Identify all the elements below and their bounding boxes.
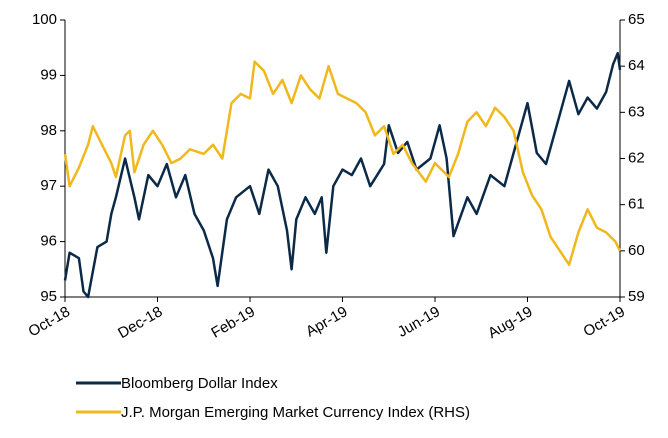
legend-label: J.P. Morgan Emerging Market Currency Ind… bbox=[121, 404, 470, 421]
series-line bbox=[63, 51, 622, 299]
y2-tick-label: 62 bbox=[628, 149, 645, 166]
y-tick-label: 99 bbox=[40, 66, 57, 83]
x-tick-label: Aug-19 bbox=[485, 303, 535, 342]
legend-label: Bloomberg Dollar Index bbox=[121, 375, 278, 392]
x-tick-label: Oct-19 bbox=[580, 303, 627, 340]
y2-tick-label: 63 bbox=[628, 103, 645, 120]
y-tick-label: 98 bbox=[40, 122, 57, 139]
x-tick-label: Apr-19 bbox=[303, 303, 350, 340]
y2-tick-label: 65 bbox=[628, 11, 645, 28]
x-tick-label: Dec-18 bbox=[115, 303, 165, 342]
y-tick-label: 96 bbox=[40, 233, 57, 250]
x-tick-label: Jun-19 bbox=[395, 303, 443, 341]
y2-tick-label: 61 bbox=[628, 196, 645, 213]
x-tick-label: Oct-18 bbox=[25, 303, 72, 340]
series-line bbox=[63, 60, 622, 266]
y2-tick-label: 59 bbox=[628, 288, 645, 305]
x-tick-label: Feb-19 bbox=[208, 303, 258, 341]
y-tick-label: 95 bbox=[40, 288, 57, 305]
y2-tick-label: 64 bbox=[628, 57, 645, 74]
y-tick-label: 100 bbox=[32, 11, 57, 28]
y2-tick-label: 60 bbox=[628, 242, 645, 259]
y-tick-label: 97 bbox=[40, 177, 57, 194]
